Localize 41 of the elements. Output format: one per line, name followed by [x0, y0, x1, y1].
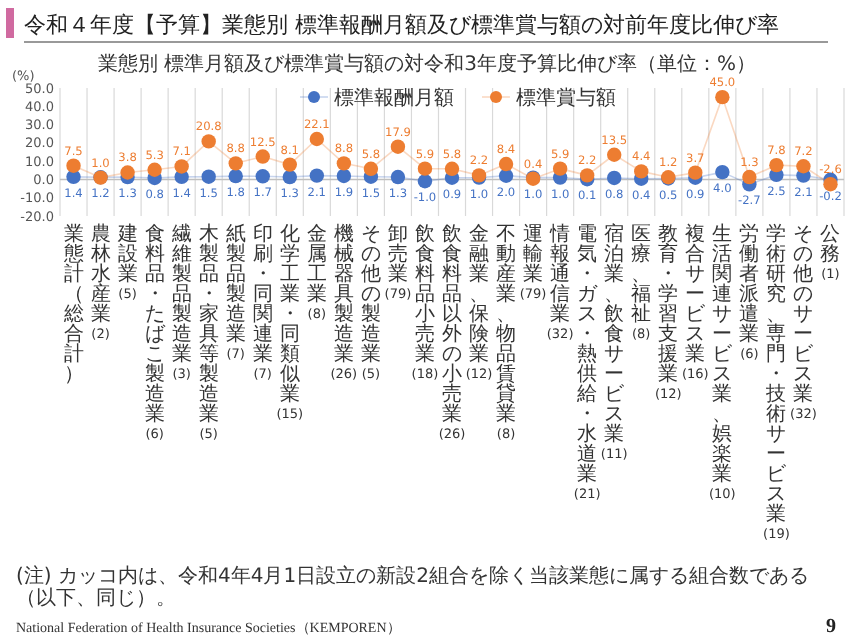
point — [742, 169, 757, 185]
point — [255, 149, 270, 164]
point — [444, 161, 460, 177]
legend-label: 標準賞与額 — [516, 86, 616, 110]
point — [769, 157, 784, 173]
point — [255, 169, 270, 184]
point — [282, 157, 297, 172]
point — [688, 165, 703, 180]
point — [715, 89, 730, 105]
point — [309, 168, 325, 183]
point — [417, 174, 433, 189]
point — [147, 162, 162, 177]
point — [607, 170, 622, 186]
point — [201, 169, 216, 184]
chart-title: 令和４年度【予算】業態別 標準報酬月額及び標準賞与額の対前年度比伸び率 — [24, 12, 779, 38]
point — [120, 165, 135, 180]
point — [228, 156, 243, 171]
point — [66, 158, 81, 173]
point — [390, 169, 406, 185]
point — [823, 176, 838, 192]
x-tick-label: 業態計（総合計） — [61, 222, 84, 386]
point — [552, 161, 568, 176]
point — [498, 156, 514, 172]
point — [363, 161, 379, 177]
point — [607, 147, 622, 162]
point — [715, 164, 730, 180]
point — [796, 159, 811, 174]
point — [417, 161, 433, 176]
point — [282, 169, 297, 185]
point — [390, 139, 406, 154]
point — [228, 168, 243, 184]
point — [309, 131, 325, 147]
point — [336, 168, 352, 184]
text: 9 — [826, 616, 836, 638]
point — [634, 164, 649, 179]
legend-label: 標準報酬月額 — [334, 86, 454, 110]
point — [336, 156, 352, 171]
chart-subtitle: 業態別 標準月額及び標準賞与額の対令和3年度予算比伸び率（単位：%） — [97, 52, 757, 76]
point — [174, 159, 189, 174]
point — [201, 134, 216, 149]
text: (注) カッコ内は、令和4年4月1日設立の新設2組合を除く当該業態に属する組合数である（以下、同じ）。 — [16, 566, 811, 610]
